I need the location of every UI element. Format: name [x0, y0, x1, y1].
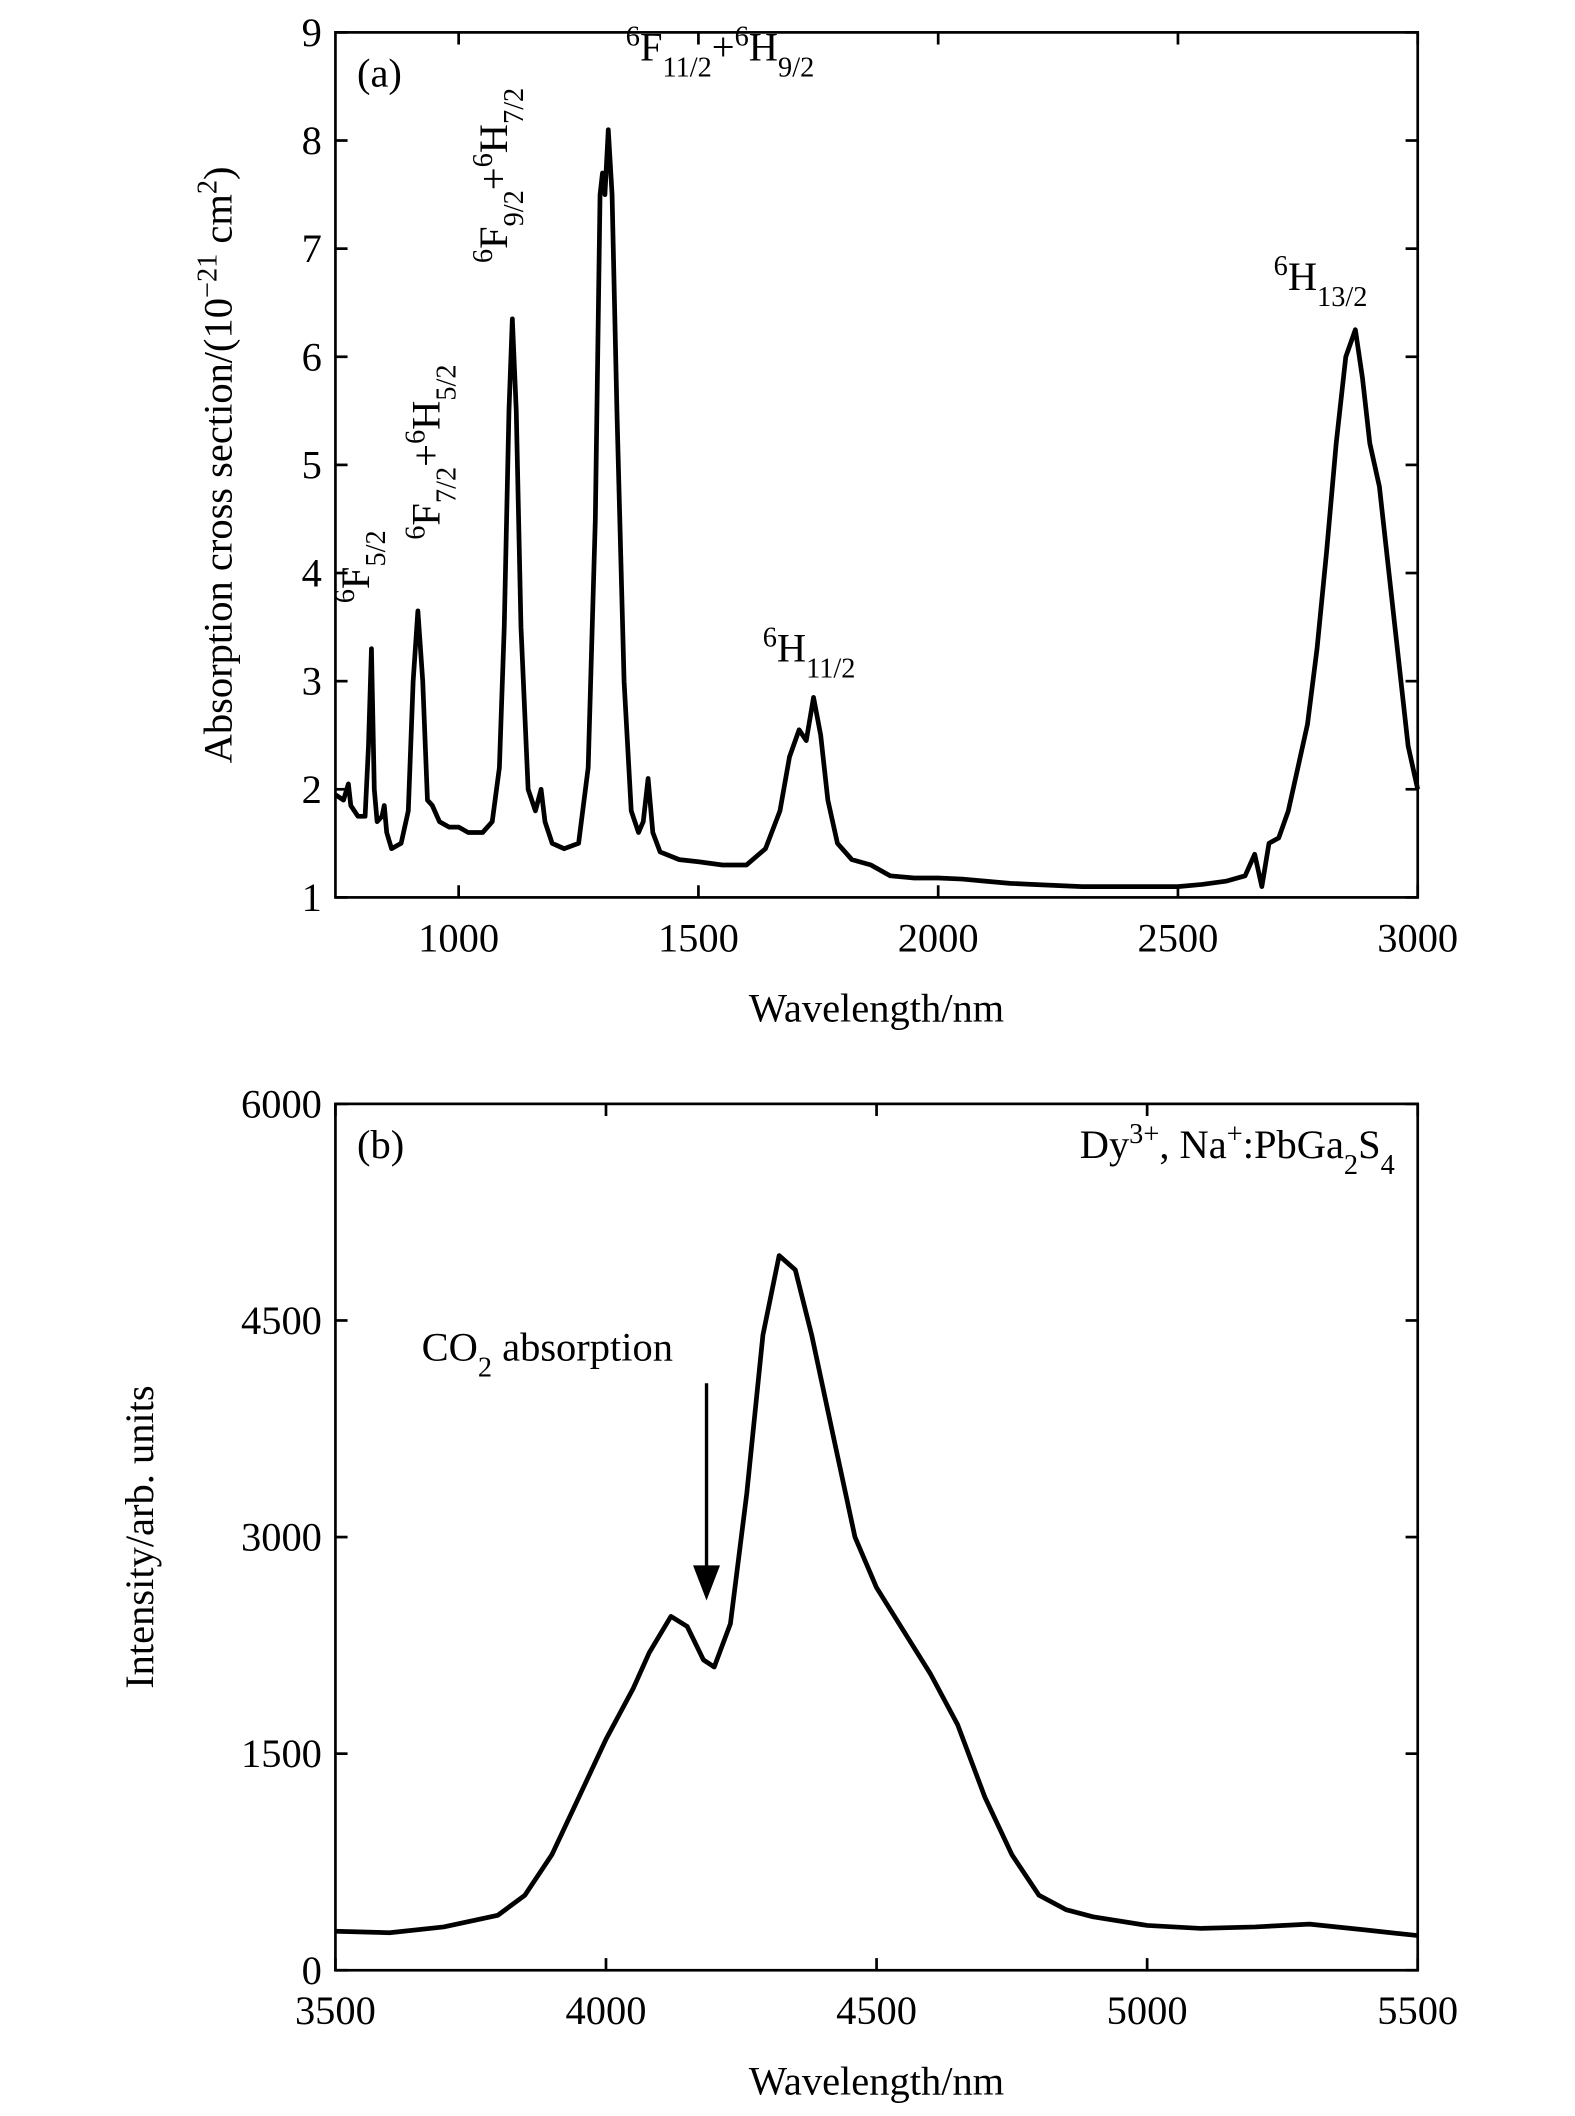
- text-part: 6: [467, 249, 498, 263]
- y-tick-label: 4500: [241, 1298, 322, 1343]
- x-tick-label: 5000: [1107, 1988, 1188, 2033]
- y-axis-label: Absorption cross section/(10−21 cm2): [192, 166, 241, 763]
- y-tick-label: 3: [302, 659, 322, 704]
- y-tick-label: 8: [302, 118, 322, 163]
- text-part: 6: [467, 153, 498, 167]
- text-part: +: [471, 167, 516, 190]
- x-axis-label: Wavelength/nm: [749, 986, 1004, 1031]
- panel-label: (a): [357, 50, 402, 95]
- annotation: 6F11/2+6H9/2: [626, 21, 814, 83]
- x-tick-label: 1500: [658, 915, 739, 960]
- y-tick-label: 6000: [241, 1081, 322, 1126]
- spectrum-line: [334, 127, 1421, 889]
- annotation: CO2 absorption: [422, 1324, 673, 1383]
- arrow-head: [693, 1565, 721, 1601]
- annotation: Dy3+, Na+:PbGa2S4: [1080, 1118, 1395, 1180]
- text-part: F: [471, 226, 516, 249]
- text-part: 6: [400, 526, 431, 540]
- text-part: 6: [400, 430, 431, 444]
- text-part: 7/2: [431, 467, 462, 503]
- x-tick-label: 4000: [566, 1988, 647, 2033]
- text-part: Absorption cross section/(10: [196, 298, 241, 763]
- text-part: F: [333, 567, 378, 590]
- panel-label: (b): [357, 1122, 404, 1167]
- text-part: F: [403, 503, 448, 526]
- text-part: 11/2: [806, 653, 855, 684]
- text-part: −21: [192, 254, 223, 298]
- text-part: 13/2: [1317, 282, 1367, 313]
- text-part: , Na: [1159, 1122, 1226, 1167]
- text-part: H: [777, 625, 806, 670]
- y-tick-label: 6: [302, 334, 322, 379]
- text-part: :PbGa: [1243, 1122, 1344, 1167]
- text-part: 9/2: [778, 52, 814, 83]
- text-part: F: [640, 25, 663, 70]
- y-tick-label: 1: [302, 875, 322, 920]
- text-part: 4: [1381, 1149, 1395, 1180]
- text-part: 6: [1274, 251, 1288, 282]
- text-part: 6: [735, 21, 749, 52]
- y-tick-label: 4: [302, 551, 322, 596]
- text-part: 9/2: [498, 190, 529, 226]
- annotation: 6H11/2: [763, 622, 856, 684]
- x-tick-label: 2000: [898, 915, 979, 960]
- text-part: Dy: [1080, 1122, 1130, 1167]
- annotation: 6H13/2: [1274, 251, 1368, 313]
- text-part: 5/2: [431, 364, 462, 400]
- x-tick-label: 4500: [836, 1988, 917, 2033]
- text-part: H: [749, 25, 778, 70]
- text-part: cm: [196, 194, 241, 254]
- y-tick-label: 5: [302, 442, 322, 487]
- text-part: ): [196, 166, 241, 179]
- x-tick-label: 2500: [1137, 915, 1218, 960]
- x-tick-label: 5500: [1377, 1988, 1458, 2033]
- text-part: Intensity/arb. units: [117, 1385, 162, 1688]
- y-tick-label: 2: [302, 767, 322, 812]
- text-part: 2: [478, 1352, 492, 1383]
- text-part: 7/2: [498, 88, 529, 124]
- y-tick-label: 1500: [241, 1731, 322, 1776]
- text-part: CO: [422, 1324, 478, 1369]
- text-part: absorption: [492, 1324, 673, 1369]
- y-tick-label: 3000: [241, 1515, 322, 1560]
- text-part: 2: [192, 180, 223, 194]
- text-part: 6: [626, 21, 640, 52]
- annotation: 6F5/2: [330, 530, 392, 603]
- text-part: H: [471, 124, 516, 153]
- x-tick-label: 1000: [418, 915, 499, 960]
- text-part: S: [1358, 1122, 1381, 1167]
- x-tick-label: 3000: [1377, 915, 1458, 960]
- spectrum-line: [335, 1253, 1418, 1938]
- text-part: 5/2: [361, 530, 392, 566]
- annotation: 6F7/2+6H5/2: [400, 364, 462, 539]
- text-part: H: [1288, 254, 1317, 299]
- text-part: +: [712, 25, 735, 70]
- y-tick-label: 9: [302, 10, 322, 55]
- text-part: +: [403, 444, 448, 467]
- plot-frame: [334, 1102, 1420, 1972]
- text-part: 2: [1344, 1149, 1358, 1180]
- x-tick-label: 3500: [295, 1988, 376, 2033]
- text-part: 3+: [1129, 1118, 1159, 1149]
- y-tick-label: 7: [302, 226, 322, 271]
- text-part: 11/2: [662, 52, 711, 83]
- plot-frame: [334, 31, 1420, 899]
- text-part: 6: [763, 622, 777, 653]
- text-part: +: [1227, 1118, 1243, 1149]
- y-tick-label: 0: [302, 1948, 322, 1993]
- text-part: H: [403, 401, 448, 430]
- y-axis-label: Intensity/arb. units: [117, 1385, 162, 1688]
- annotation: 6F9/2+6H7/2: [467, 88, 529, 263]
- x-axis-label: Wavelength/nm: [749, 2058, 1004, 2103]
- text-part: 6: [330, 589, 361, 603]
